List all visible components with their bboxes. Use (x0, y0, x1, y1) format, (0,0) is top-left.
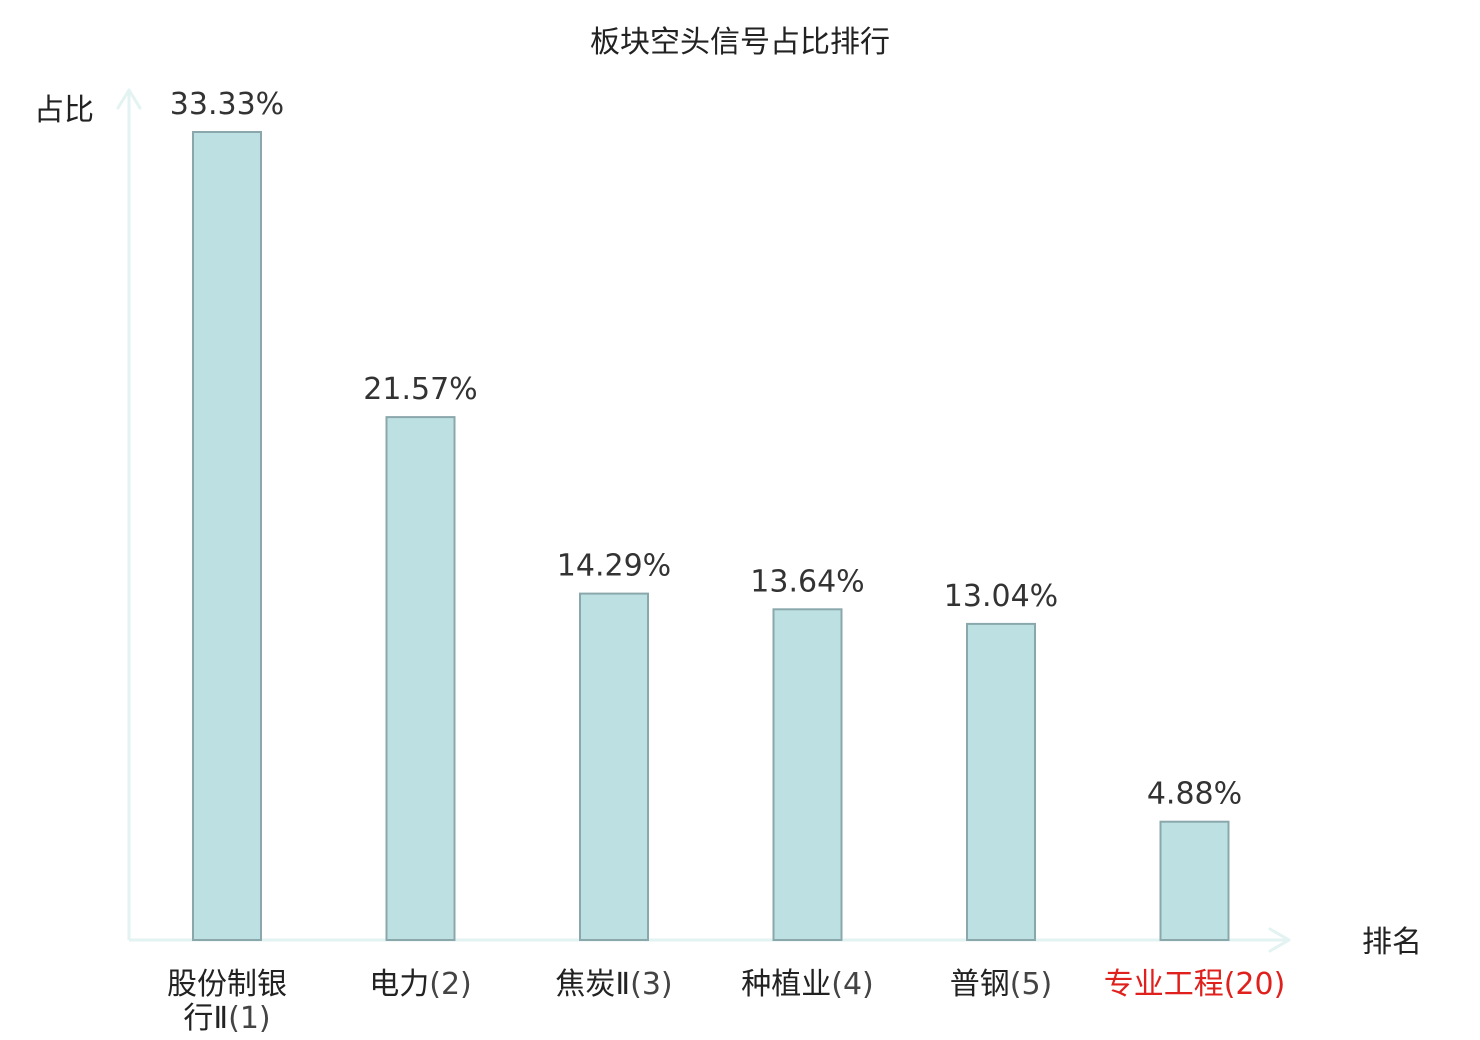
category-rank: (4) (831, 967, 874, 1002)
bars-layer (192, 131, 1230, 942)
category-name: 行Ⅱ (183, 1001, 228, 1036)
x-axis-arrow (1268, 927, 1291, 953)
bar (772, 608, 843, 941)
category-label: 专业工程(20) (1104, 967, 1286, 1002)
bar (192, 131, 262, 941)
value-label: 13.04% (944, 579, 1058, 614)
value-label: 13.64% (750, 564, 864, 599)
bar (579, 592, 649, 941)
category-label: 行Ⅱ(1) (183, 1001, 270, 1036)
value-label: 33.33% (170, 87, 284, 122)
value-label: 4.88% (1147, 777, 1242, 812)
category-label: 焦炭Ⅱ(3) (555, 967, 672, 1002)
y-axis-arrow (116, 88, 142, 110)
category-name: 焦炭Ⅱ (555, 967, 630, 1002)
category-name: 股份制银 (167, 967, 287, 1002)
category-rank: (2) (429, 967, 472, 1002)
value-label: 14.29% (557, 549, 671, 584)
category-name: 电力 (369, 967, 429, 1002)
category-name: 专业工程 (1104, 967, 1224, 1002)
category-rank: (3) (630, 967, 673, 1002)
category-name: 普钢 (950, 967, 1010, 1002)
category-label: 种植业(4) (741, 967, 874, 1002)
chart-title: 板块空头信号占比排行 (590, 25, 890, 60)
x-axis-label: 排名 (1362, 925, 1422, 960)
category-name: 种植业 (741, 967, 831, 1002)
bar (385, 416, 456, 942)
category-label: 电力(2) (369, 967, 472, 1002)
bar (1159, 820, 1230, 942)
bar (966, 622, 1036, 942)
y-axis-label: 占比 (34, 93, 94, 128)
category-rank: (1) (228, 1001, 271, 1036)
value-labels-layer: 33.33% 21.57% 14.29% 13.64% 13.04% 4.88% (170, 87, 1242, 812)
value-label: 21.57% (363, 372, 477, 407)
category-label: 股份制银 (167, 967, 287, 1002)
category-label: 普钢(5) (950, 967, 1053, 1002)
category-rank: (20) (1224, 967, 1286, 1002)
category-rank: (5) (1010, 967, 1053, 1002)
